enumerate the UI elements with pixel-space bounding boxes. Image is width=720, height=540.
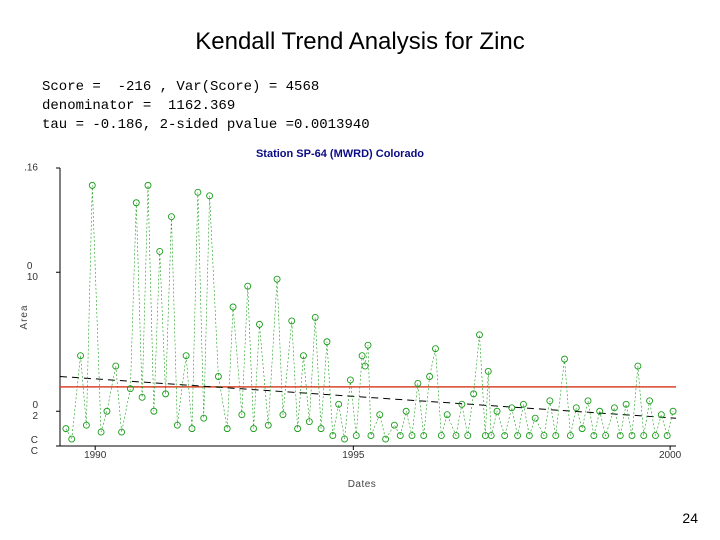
y-tick-label: C C bbox=[31, 435, 38, 457]
x-tick-label: 1990 bbox=[84, 450, 106, 461]
y-tick-label: 0 10 bbox=[27, 261, 38, 283]
x-tick-label: 2000 bbox=[659, 450, 681, 461]
x-tick-label: 1995 bbox=[342, 450, 364, 461]
chart-svg bbox=[42, 162, 682, 472]
slide: { "title": "Kendall Trend Analysis for Z… bbox=[0, 0, 720, 540]
page-number: 24 bbox=[682, 510, 698, 526]
stats-line-1: Score = -216 , Var(Score) = 4568 bbox=[42, 79, 319, 95]
y-axis-label: Area bbox=[19, 304, 30, 329]
stats-line-2: denominator = 1162.369 bbox=[42, 98, 235, 114]
stats-block: Score = -216 , Var(Score) = 4568 denomin… bbox=[42, 78, 370, 135]
page-title: Kendall Trend Analysis for Zinc bbox=[0, 28, 720, 56]
chart-area: Area Dates C C0 20 10.16199019952000 bbox=[42, 162, 682, 472]
stats-line-3: tau = -0.186, 2-sided pvalue =0.0013940 bbox=[42, 117, 370, 133]
y-tick-label: .16 bbox=[24, 163, 38, 174]
y-tick-label: 0 2 bbox=[32, 400, 38, 422]
x-axis-label: Dates bbox=[42, 479, 682, 490]
chart-title: Station SP-64 (MWRD) Colorado bbox=[0, 148, 680, 160]
